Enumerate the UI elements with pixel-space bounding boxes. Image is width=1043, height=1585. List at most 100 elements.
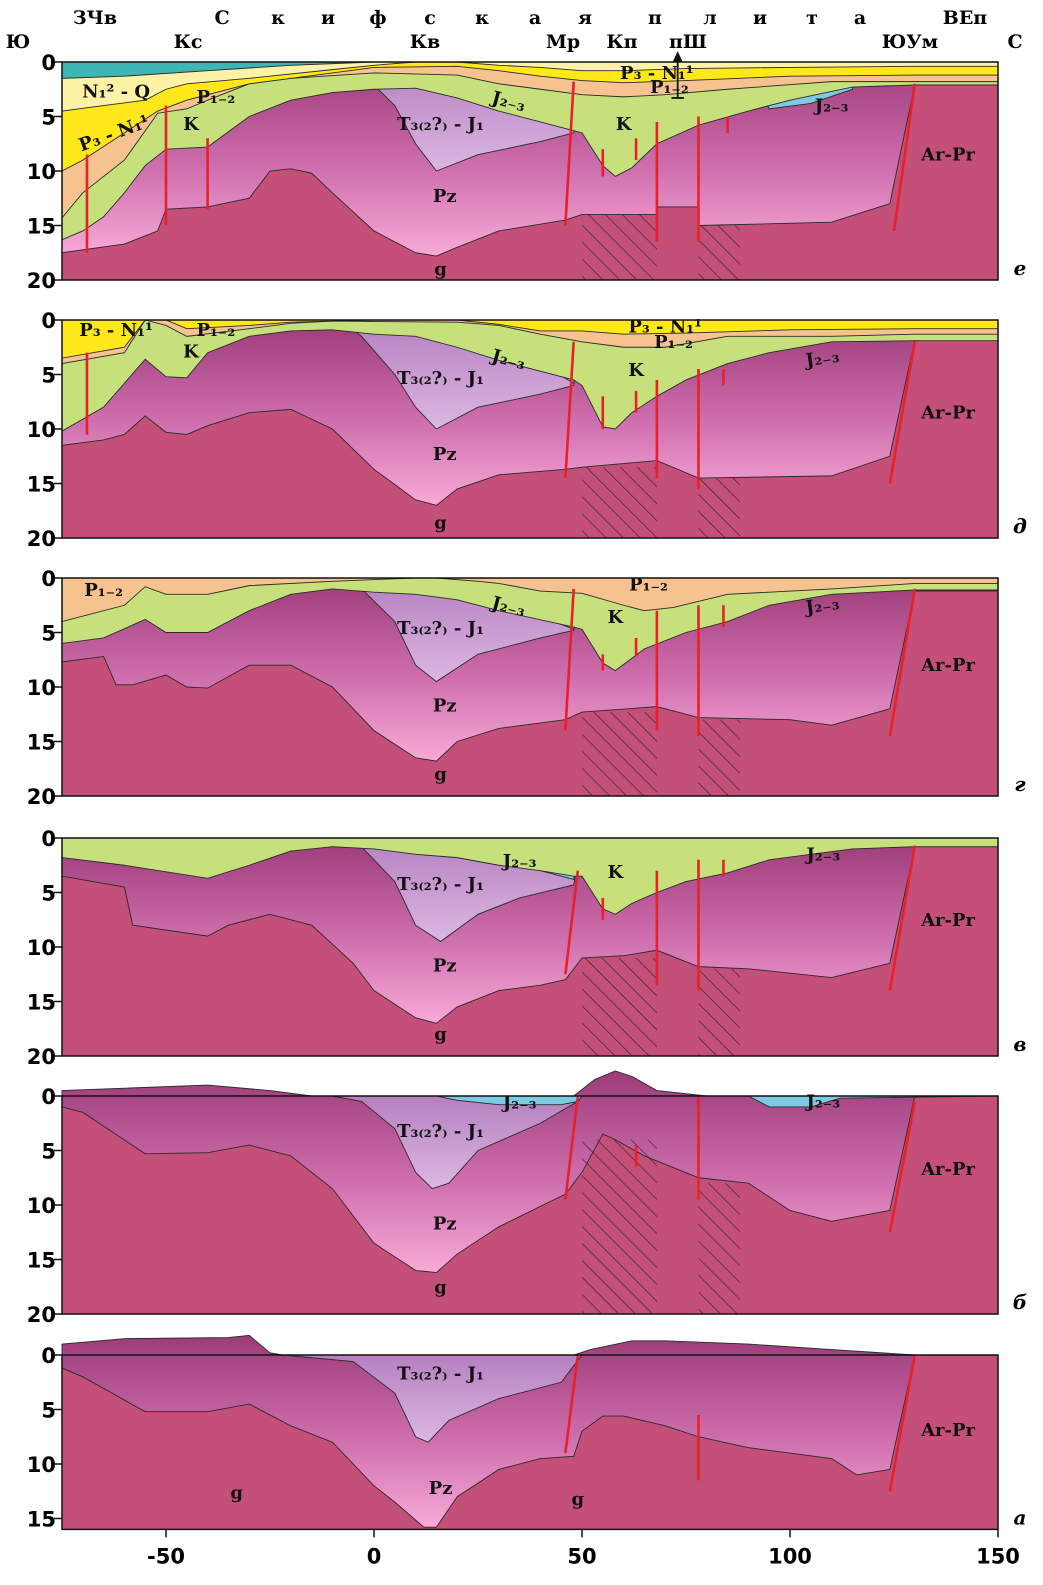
title-letter: С	[214, 7, 229, 29]
region-label: ЗЧв	[73, 7, 117, 29]
layer-label: T₃₍₂?₎ - J₁	[397, 368, 484, 389]
layer-label: g	[434, 1277, 447, 1298]
layer-label: J₂₋₃	[813, 96, 849, 117]
hatch-area	[698, 225, 741, 280]
layer-label: N₁² - Q	[82, 81, 150, 102]
structure-label: Мр	[546, 31, 580, 53]
layer-label: Pz	[433, 444, 457, 465]
layer-label: Ar-Pr	[920, 1159, 975, 1180]
y-tick-label: 20	[27, 785, 56, 809]
fault	[564, 1354, 580, 1454]
structure-label: Кс	[174, 31, 203, 53]
fault	[888, 1354, 917, 1492]
structure-label: Ю	[6, 31, 30, 53]
layer-label: J₂₋₃	[501, 851, 537, 872]
layer	[61, 577, 999, 672]
title-letter: ф	[369, 7, 386, 29]
layer	[61, 1334, 998, 1528]
hatch-area	[582, 957, 657, 1056]
hatch-area	[582, 214, 657, 280]
title-letter: к	[475, 7, 489, 29]
panel-letter: д	[1013, 514, 1027, 538]
title-letter: п	[648, 7, 662, 29]
layer	[61, 837, 999, 915]
x-tick-label: 0	[367, 1544, 382, 1568]
y-tick-label: 0	[41, 1085, 56, 1109]
layer-label: K	[607, 862, 624, 883]
fault	[888, 1101, 917, 1233]
layer-label: Ar-Pr	[920, 403, 975, 424]
well-arrow	[672, 51, 683, 62]
y-tick-label: 15	[27, 1249, 56, 1273]
layer-label: P₁₋₂	[629, 575, 668, 596]
layer-label: Ar-Pr	[920, 910, 975, 931]
layer-label: P₃ - N₁¹	[620, 63, 694, 84]
structure-label: Кп	[606, 31, 637, 53]
layer-label: g	[572, 1489, 585, 1510]
layer-label: K	[628, 360, 645, 381]
title-letter: а	[529, 7, 541, 29]
region-label: ВЕп	[943, 7, 988, 29]
x-tick-label: 150	[976, 1544, 1020, 1568]
panel-letter: г	[1014, 772, 1026, 796]
hatch-area	[698, 1183, 741, 1314]
layer-label: T₃₍₂?₎ - J₁	[397, 1364, 484, 1385]
layer-label: g	[434, 259, 447, 280]
layer	[61, 577, 999, 762]
layer-label: T₃₍₂?₎ - J₁	[397, 874, 484, 895]
y-tick-label: 10	[27, 936, 56, 960]
hatch-area	[582, 467, 657, 538]
layer-label: Ar-Pr	[920, 145, 975, 166]
layer-label: Pz	[433, 696, 457, 717]
y-tick-label: 5	[41, 622, 56, 646]
layer-label: Ar-Pr	[920, 655, 975, 676]
structure-label: Кв	[410, 31, 441, 53]
layer-label: K	[183, 114, 200, 135]
hatch-area	[582, 1139, 657, 1314]
y-tick-label: 15	[27, 991, 56, 1015]
y-tick-label: 10	[27, 1453, 56, 1477]
layer-label: K	[607, 607, 624, 628]
layer-label: J₂₋₃	[501, 1093, 537, 1114]
layer-label: J₂₋₃	[804, 844, 840, 865]
y-tick-label: 15	[27, 473, 56, 497]
layer-label: K	[183, 342, 200, 363]
y-tick-label: 15	[27, 1508, 56, 1532]
layer-label: J₂₋₃	[804, 1091, 840, 1112]
layer-label: P₁₋₂	[197, 87, 236, 108]
y-tick-label: 0	[41, 51, 56, 75]
y-tick-label: 0	[41, 567, 56, 591]
layer-label: Pz	[433, 186, 457, 207]
layer-label: Ar-Pr	[920, 1420, 975, 1441]
title-letter: л	[703, 7, 716, 29]
title-letter: а	[854, 7, 866, 29]
layer-label: Pz	[433, 1214, 457, 1235]
y-tick-label: 15	[27, 731, 56, 755]
layer-label: T₃₍₂?₎ - J₁	[397, 618, 484, 639]
y-tick-label: 20	[27, 1303, 56, 1327]
y-tick-label: 5	[41, 1140, 56, 1164]
structure-label: С	[1007, 31, 1022, 53]
layer-label: P₃ - N₁¹	[628, 317, 702, 338]
panel-letter: б	[1013, 1290, 1027, 1314]
layer-label: g	[434, 513, 447, 534]
layer-label: P₁₋₂	[654, 332, 693, 353]
layer-label: T₃₍₂?₎ - J₁	[397, 114, 484, 135]
fault	[564, 1095, 580, 1200]
layer-label: P₁₋₂	[84, 580, 123, 601]
panel-frame	[61, 1354, 999, 1531]
layer-label: P₁₋₂	[650, 77, 689, 98]
title-letter: т	[806, 7, 818, 29]
x-tick-label: 50	[567, 1544, 596, 1568]
layer	[61, 319, 999, 432]
structure-label: пШ	[669, 31, 707, 53]
y-tick-label: 5	[41, 1399, 56, 1423]
y-tick-label: 0	[41, 827, 56, 851]
y-tick-label: 5	[41, 882, 56, 906]
x-tick-label: -50	[147, 1544, 185, 1568]
title-letter: к	[271, 7, 285, 29]
fault	[564, 341, 575, 479]
layer-label: Pz	[433, 956, 457, 977]
layer-label: g	[434, 764, 447, 785]
